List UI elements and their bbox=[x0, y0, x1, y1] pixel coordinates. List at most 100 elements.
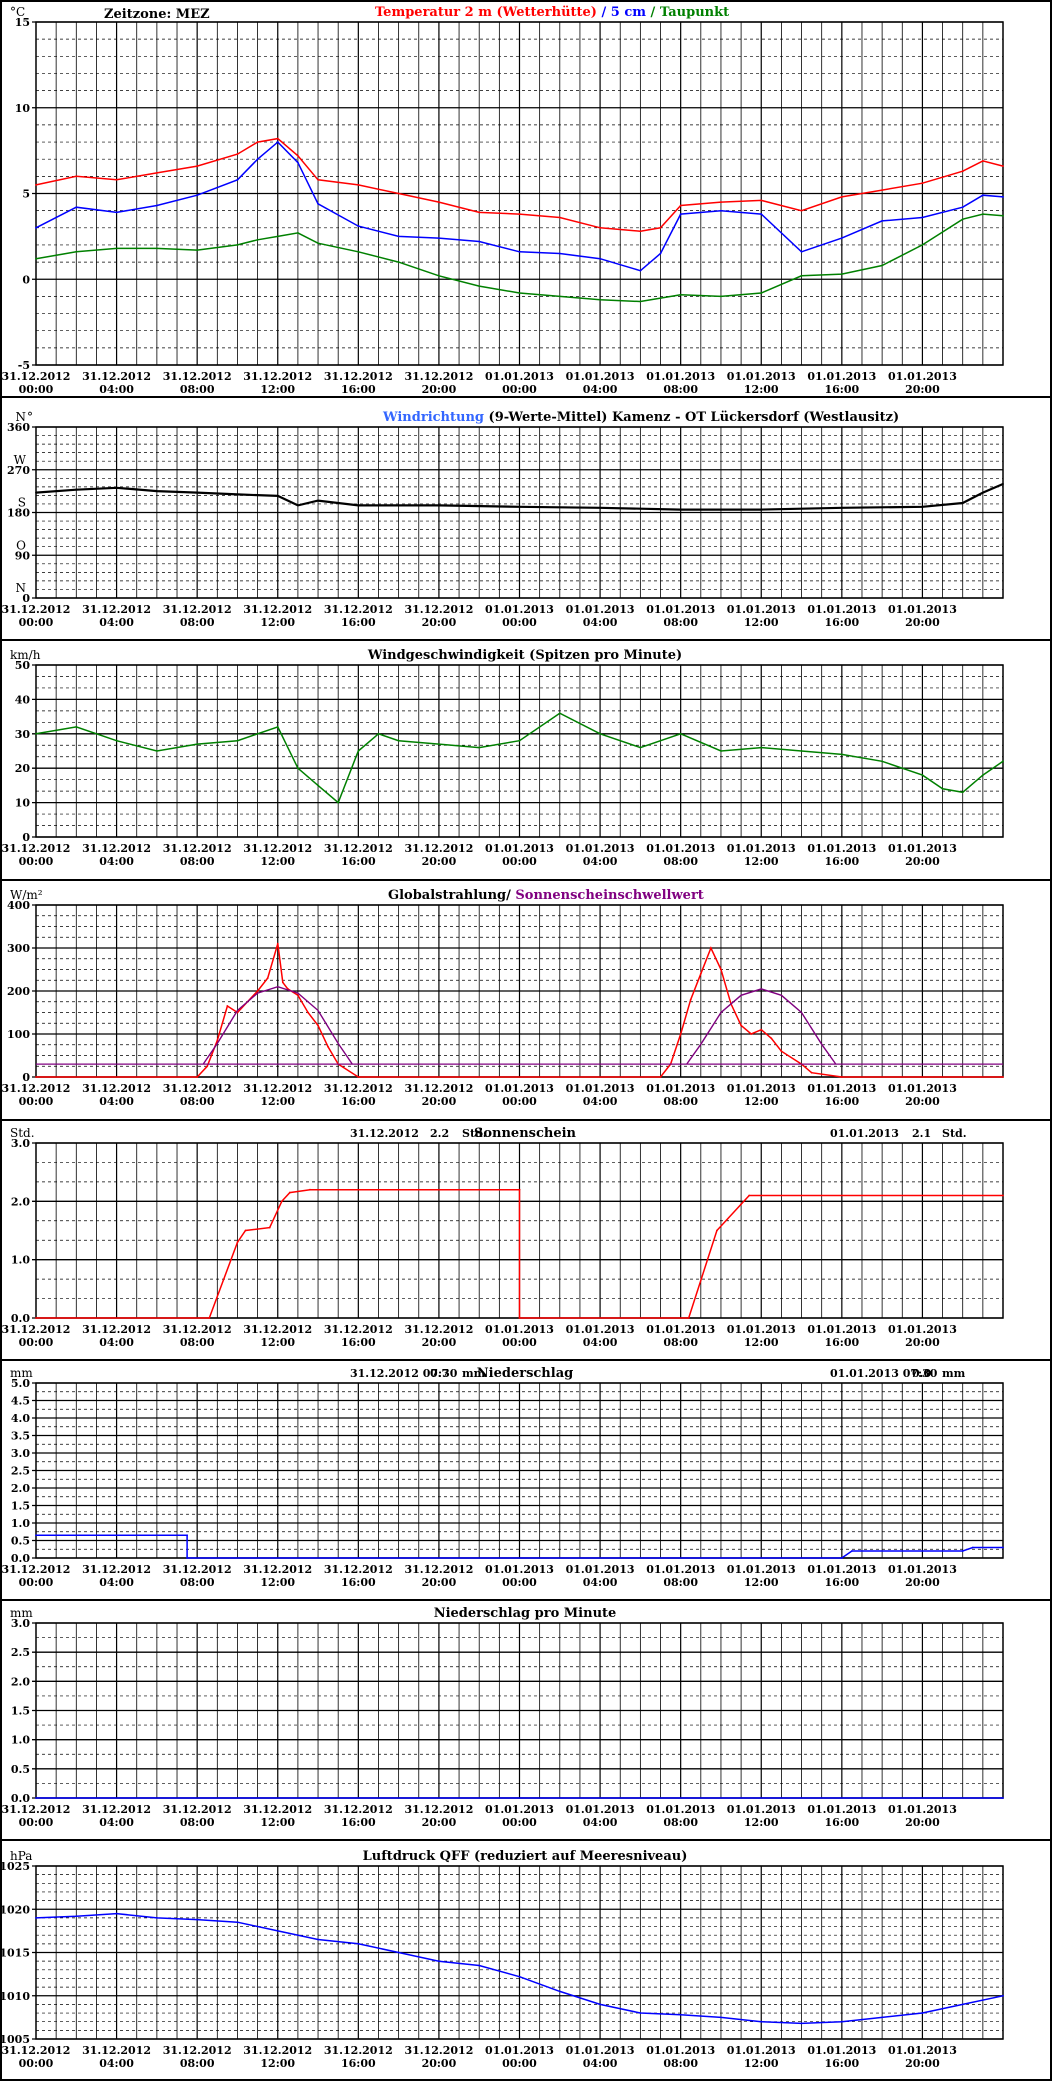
x-tick-date: 01.01.2013 bbox=[485, 2044, 554, 2057]
data-point bbox=[720, 295, 722, 298]
y-tick-label: 1.0 bbox=[11, 1254, 30, 1267]
data-point bbox=[961, 206, 964, 209]
x-tick-time: 16:00 bbox=[341, 383, 376, 396]
data-point bbox=[115, 247, 118, 250]
x-tick-date: 01.01.2013 bbox=[727, 370, 796, 383]
x-tick-time: 08:00 bbox=[180, 2057, 215, 2070]
y-tick-label: 0.5 bbox=[11, 1763, 30, 1776]
data-point bbox=[687, 1317, 690, 1319]
data-point bbox=[599, 298, 601, 301]
data-point bbox=[155, 490, 158, 493]
x-tick-time: 08:00 bbox=[663, 1095, 698, 1108]
data-point bbox=[75, 726, 78, 728]
data-point bbox=[115, 739, 118, 742]
x-tick-date: 31.12.2012 bbox=[163, 1323, 232, 1336]
data-point bbox=[196, 249, 199, 251]
x-tick-time: 00:00 bbox=[502, 616, 537, 629]
data-point bbox=[518, 1975, 521, 1978]
panel-3: 0102030405031.12.201200:0031.12.201204:0… bbox=[0, 639, 1052, 868]
data-point bbox=[679, 1033, 682, 1035]
data-point bbox=[478, 211, 481, 214]
data-point bbox=[244, 1229, 247, 1232]
x-tick-date: 01.01.2013 bbox=[888, 1563, 957, 1576]
data-point bbox=[518, 739, 521, 742]
x-tick-time: 12:00 bbox=[260, 1095, 295, 1108]
x-tick-date: 31.12.2012 bbox=[82, 1082, 151, 1095]
x-tick-time: 00:00 bbox=[502, 383, 537, 396]
data-point bbox=[196, 1918, 199, 1921]
y-tick-label: 270 bbox=[7, 464, 30, 477]
x-tick-time: 04:00 bbox=[99, 616, 134, 629]
data-point bbox=[397, 192, 400, 195]
data-point bbox=[689, 998, 692, 1001]
data-point bbox=[155, 172, 158, 174]
data-point bbox=[981, 213, 984, 215]
x-tick-time: 04:00 bbox=[583, 1336, 618, 1349]
data-point bbox=[236, 244, 239, 246]
x-tick-date: 31.12.2012 bbox=[404, 1323, 473, 1336]
chart-title: Windgeschwindigkeit (Spitzen pro Minute) bbox=[367, 648, 682, 663]
data-point bbox=[276, 235, 279, 238]
day2-date: 01.01.2013 07:30 bbox=[830, 1367, 938, 1380]
x-tick-date: 31.12.2012 bbox=[243, 842, 312, 855]
x-tick-time: 00:00 bbox=[502, 1576, 537, 1589]
x-tick-date: 01.01.2013 bbox=[807, 1803, 876, 1816]
y-tick-label: 0.0 bbox=[11, 1792, 30, 1805]
data-point bbox=[1002, 760, 1004, 763]
data-point bbox=[720, 750, 722, 752]
data-point bbox=[840, 2020, 843, 2023]
x-tick-time: 04:00 bbox=[583, 1816, 618, 1829]
data-point bbox=[558, 295, 561, 298]
data-point bbox=[770, 1037, 773, 1040]
data-point bbox=[357, 250, 360, 253]
data-point bbox=[518, 213, 521, 215]
x-tick-date: 01.01.2013 bbox=[888, 1323, 957, 1336]
data-point bbox=[961, 170, 964, 173]
data-point bbox=[750, 1033, 753, 1035]
x-tick-date: 31.12.2012 bbox=[82, 1323, 151, 1336]
x-tick-date: 01.01.2013 bbox=[727, 1803, 796, 1816]
x-tick-time: 20:00 bbox=[905, 1095, 940, 1108]
data-point bbox=[256, 158, 259, 161]
compass-label: W bbox=[14, 453, 27, 467]
x-tick-date: 31.12.2012 bbox=[404, 842, 473, 855]
x-tick-time: 08:00 bbox=[180, 616, 215, 629]
y-tick-label: 5 bbox=[22, 188, 30, 201]
x-tick-date: 31.12.2012 bbox=[163, 603, 232, 616]
data-point bbox=[599, 506, 601, 509]
x-tick-time: 00:00 bbox=[19, 2057, 54, 2070]
unit-label: W/m² bbox=[10, 888, 43, 902]
timezone-label: Zeitzone: MEZ bbox=[104, 7, 210, 22]
data-point bbox=[599, 2003, 601, 2006]
data-point bbox=[478, 285, 481, 288]
data-point bbox=[115, 178, 118, 181]
data-point bbox=[881, 2016, 884, 2019]
x-tick-time: 20:00 bbox=[905, 855, 940, 868]
x-tick-time: 12:00 bbox=[744, 383, 779, 396]
x-tick-time: 12:00 bbox=[260, 855, 295, 868]
x-tick-date: 01.01.2013 bbox=[646, 2044, 715, 2057]
x-tick-date: 31.12.2012 bbox=[243, 1563, 312, 1576]
data-point bbox=[35, 1317, 37, 1319]
y-tick-label: 1025 bbox=[0, 1860, 30, 1873]
data-point bbox=[720, 968, 722, 971]
x-tick-date: 01.01.2013 bbox=[566, 1082, 635, 1095]
y-tick-label: 400 bbox=[7, 899, 30, 912]
x-tick-date: 31.12.2012 bbox=[2, 1323, 71, 1336]
data-point bbox=[961, 1550, 964, 1552]
data-point bbox=[75, 1915, 78, 1918]
x-tick-date: 31.12.2012 bbox=[2, 1803, 71, 1816]
y-tick-label: 10 bbox=[15, 797, 31, 810]
title-part: Windrichtung bbox=[382, 410, 484, 425]
data-point bbox=[478, 746, 481, 749]
title-part: Sonnenscheinschwellwert bbox=[515, 888, 703, 903]
y-tick-label: 3.0 bbox=[11, 1137, 30, 1150]
data-point bbox=[357, 750, 360, 752]
unit-label: °C bbox=[10, 5, 25, 19]
x-tick-time: 04:00 bbox=[583, 616, 618, 629]
x-tick-time: 12:00 bbox=[744, 2057, 779, 2070]
data-point bbox=[317, 1024, 319, 1027]
data-point bbox=[196, 491, 199, 494]
data-point bbox=[720, 209, 722, 212]
y-tick-label: 5.0 bbox=[11, 1377, 30, 1390]
